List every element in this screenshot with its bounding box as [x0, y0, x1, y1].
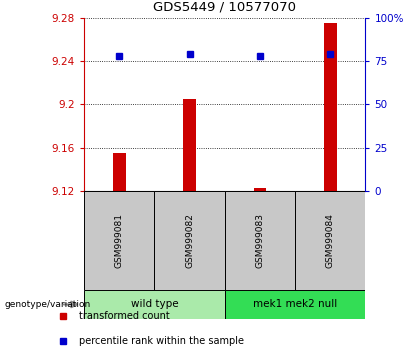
- Bar: [155, 191, 225, 290]
- Title: GDS5449 / 10577070: GDS5449 / 10577070: [153, 1, 296, 14]
- Bar: [225, 290, 365, 319]
- Text: mek1 mek2 null: mek1 mek2 null: [253, 299, 337, 309]
- Bar: [225, 191, 295, 290]
- Bar: [84, 191, 155, 290]
- Bar: [324, 23, 336, 191]
- Bar: [295, 191, 365, 290]
- Text: transformed count: transformed count: [79, 311, 170, 321]
- Text: GSM999083: GSM999083: [255, 213, 264, 268]
- Bar: [113, 153, 126, 191]
- Bar: [254, 188, 266, 191]
- Text: GSM999082: GSM999082: [185, 213, 194, 268]
- Bar: [183, 99, 196, 191]
- Text: wild type: wild type: [131, 299, 178, 309]
- Text: genotype/variation: genotype/variation: [4, 300, 90, 309]
- Text: GSM999081: GSM999081: [115, 213, 123, 268]
- Text: percentile rank within the sample: percentile rank within the sample: [79, 336, 244, 346]
- Bar: [84, 290, 225, 319]
- Text: GSM999084: GSM999084: [326, 213, 335, 268]
